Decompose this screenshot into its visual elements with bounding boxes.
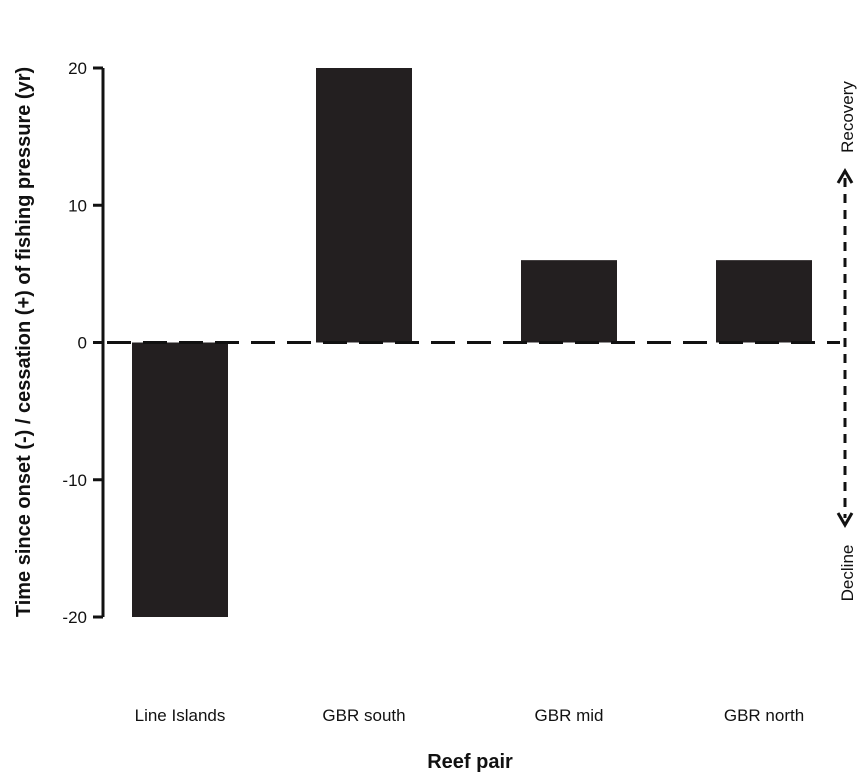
y-tick-label: 0 — [78, 334, 87, 353]
x-axis-categories: Line Islands GBR south GBR mid GBR north — [135, 706, 805, 725]
x-category-label: GBR north — [724, 706, 804, 725]
y-tick-label: 20 — [68, 59, 87, 78]
decline-arrowhead-icon — [836, 512, 854, 528]
bar-gbr-north — [716, 260, 812, 343]
x-axis-title: Reef pair — [427, 751, 513, 773]
y-tick-label: 10 — [68, 196, 87, 215]
y-tick-label: -20 — [62, 608, 87, 627]
recovery-label: Recovery — [838, 81, 857, 153]
trend-annotation: Recovery Decline — [836, 81, 857, 602]
y-axis-title: Time since onset (-) / cessation (+) of … — [13, 67, 35, 617]
decline-label: Decline — [838, 545, 857, 602]
x-category-label: Line Islands — [135, 706, 226, 725]
x-category-label: GBR south — [322, 706, 405, 725]
bars-layer — [132, 68, 812, 617]
bar-gbr-south — [316, 68, 412, 343]
y-axis: -20 -10 0 10 20 — [62, 59, 105, 627]
bar-line-islands — [132, 342, 228, 617]
recovery-arrowhead-icon — [836, 168, 854, 184]
bar-gbr-mid — [521, 260, 617, 343]
x-category-label: GBR mid — [535, 706, 604, 725]
y-tick-label: -10 — [62, 471, 87, 490]
